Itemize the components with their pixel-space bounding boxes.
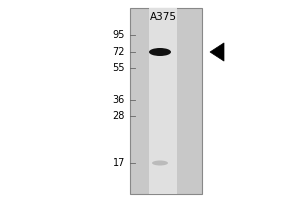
Text: 36: 36: [113, 95, 125, 105]
Text: 72: 72: [112, 47, 125, 57]
Bar: [149, 8, 177, 194]
Bar: [130, 8, 202, 194]
Text: 28: 28: [112, 111, 125, 121]
Text: 17: 17: [112, 158, 125, 168]
Text: A375: A375: [149, 12, 176, 22]
Ellipse shape: [149, 48, 171, 56]
Text: 95: 95: [112, 30, 125, 40]
Ellipse shape: [152, 160, 168, 166]
Text: 55: 55: [112, 63, 125, 73]
Polygon shape: [210, 43, 224, 61]
